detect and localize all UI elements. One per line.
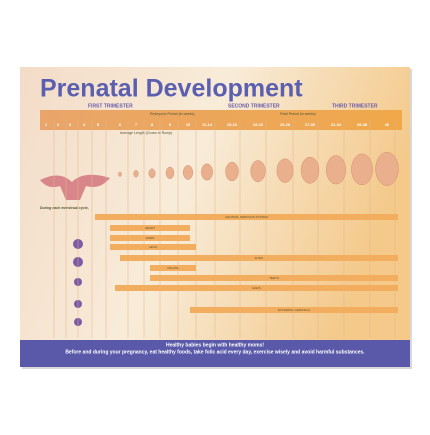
organ-label: CENTRAL NERVOUS SYSTEM — [225, 215, 268, 219]
organ-label: EXTERNAL GENITALIA — [278, 308, 310, 312]
week-label: 5 — [97, 122, 100, 127]
development-bar — [110, 235, 190, 241]
organ-label: ARMS — [146, 236, 155, 240]
organ-label: EARS — [252, 286, 260, 290]
week-label: 4 — [83, 122, 86, 127]
week-label: 6 — [119, 122, 122, 127]
week-label: 9 — [169, 122, 172, 127]
fetus — [250, 160, 266, 182]
period-label: Embryonic Period (in weeks) — [150, 112, 195, 116]
week-label: 31-34 — [331, 122, 342, 127]
fetus — [351, 153, 373, 186]
week-label: 3 — [69, 122, 72, 127]
fetus — [300, 156, 320, 184]
fetus — [225, 161, 239, 182]
week-band — [40, 110, 402, 130]
week-label: 19-22 — [253, 122, 264, 127]
fetus — [326, 155, 346, 185]
organ-label: TEETH — [269, 276, 279, 280]
period-label: Fetal Period (in weeks) — [280, 112, 316, 116]
fetus — [118, 171, 122, 177]
week-label: 40 — [385, 122, 390, 127]
fetus — [182, 165, 193, 180]
fetus — [148, 168, 156, 179]
week-label: 8 — [151, 122, 154, 127]
development-bar — [95, 214, 398, 220]
footer-text: Before and during your pregnancy, eat he… — [65, 349, 365, 355]
uterus-illustration — [40, 174, 110, 200]
title: Prenatal Development — [40, 75, 303, 103]
week-label: 27-30 — [305, 122, 316, 127]
footer-heading: Healthy babies begin with healthy moms! — [166, 342, 264, 348]
week-label: 10 — [186, 122, 191, 127]
development-bar — [110, 225, 190, 231]
fetus — [133, 170, 139, 178]
footer-band — [20, 340, 410, 367]
trimester: SECOND TRIMESTER — [228, 103, 280, 109]
development-bar — [190, 307, 398, 313]
fetus — [201, 163, 213, 181]
fetus — [276, 158, 294, 183]
week-label: 1 — [45, 122, 48, 127]
week-label: 23-26 — [280, 122, 291, 127]
development-bar — [115, 285, 398, 291]
development-bar — [150, 275, 398, 281]
week-label: 2 — [57, 122, 60, 127]
week-label: 15-16 — [227, 122, 238, 127]
organ-label: LEGS — [149, 245, 157, 249]
trimester: THIRD TRIMESTER — [332, 103, 378, 109]
week-label: 11-14 — [202, 122, 213, 127]
fetus — [165, 166, 175, 179]
week-label: 35-38 — [357, 122, 368, 127]
development-bar — [120, 255, 398, 261]
organ-label: HEART — [145, 226, 155, 230]
side-heading: During each menstrual cycle, — [40, 206, 89, 210]
organ-label: EYES — [255, 256, 263, 260]
week-label: 7 — [135, 122, 138, 127]
trimester: FIRST TRIMESTER — [88, 103, 133, 109]
development-bar — [110, 244, 196, 250]
fetus — [375, 151, 399, 186]
organ-label: PALATE — [167, 266, 178, 270]
length-caption: Average Length (Crown to Rump) — [120, 131, 172, 135]
development-bar — [150, 265, 196, 271]
